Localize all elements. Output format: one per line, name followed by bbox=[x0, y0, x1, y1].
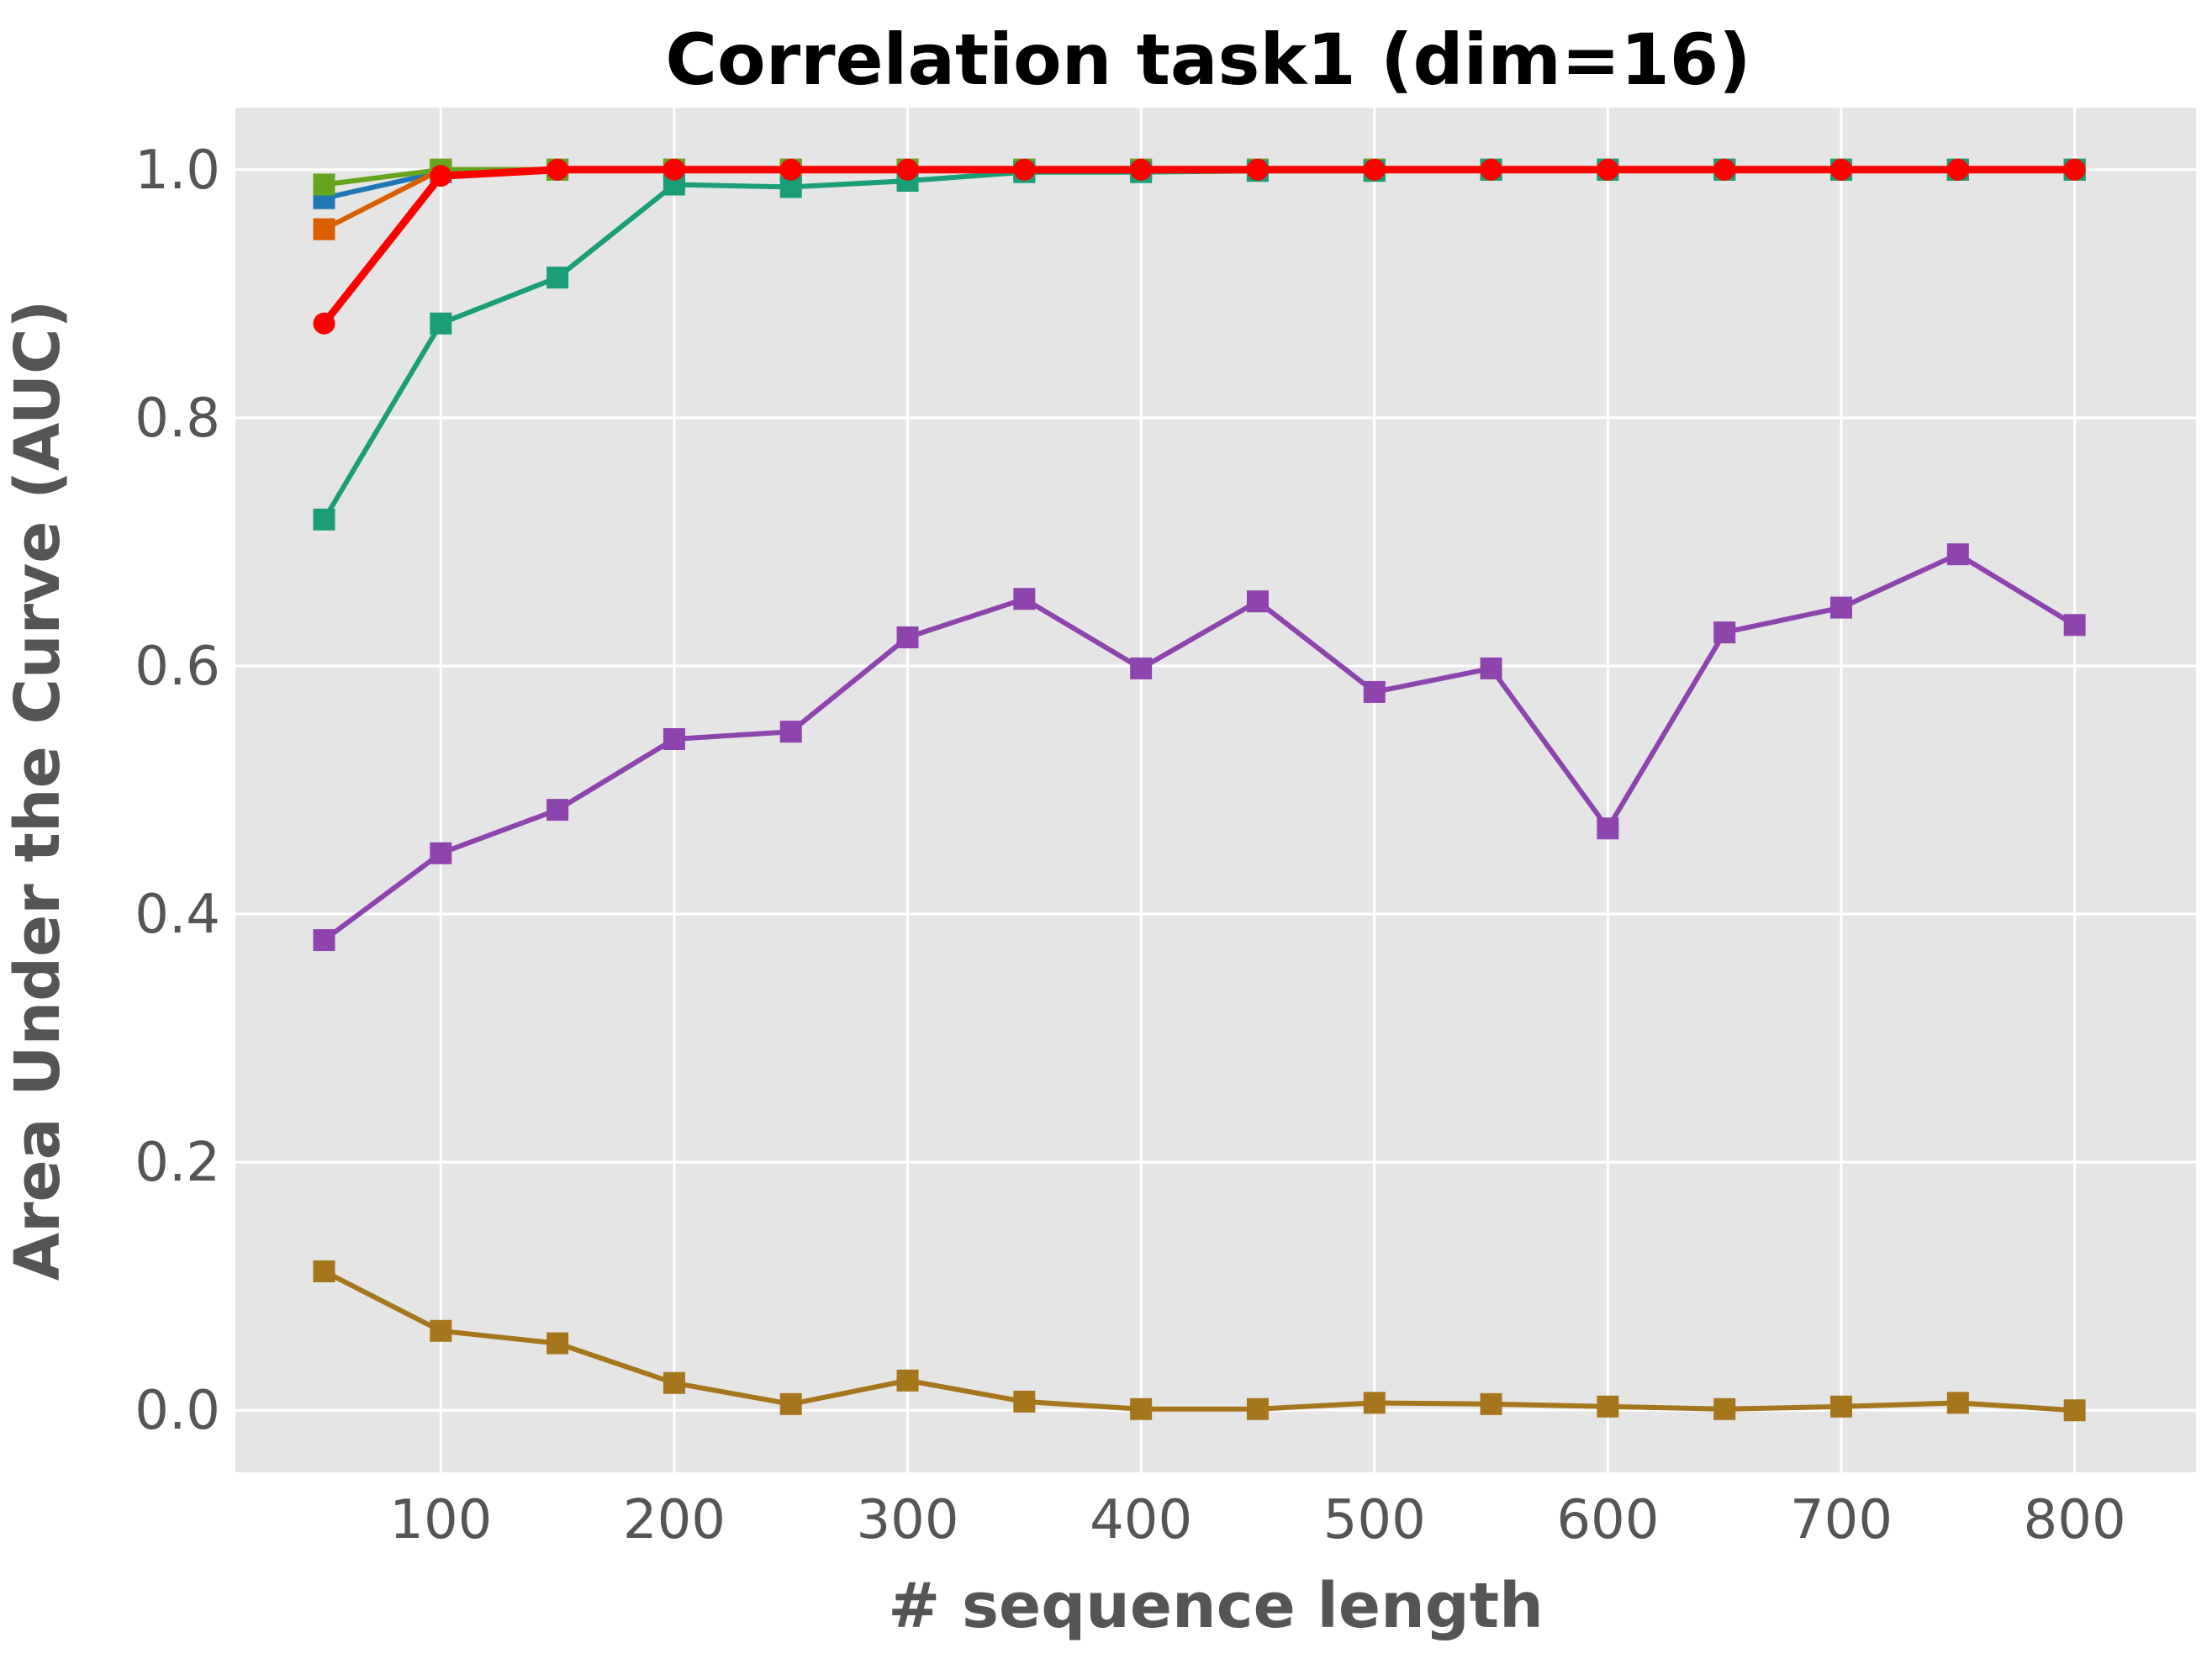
plot-area bbox=[235, 108, 2196, 1472]
data-point bbox=[1363, 1392, 1386, 1414]
data-point bbox=[430, 312, 452, 335]
data-point bbox=[779, 1392, 802, 1415]
x-tick-label: 800 bbox=[2024, 1489, 2126, 1551]
x-axis-label: # sequence length bbox=[888, 1570, 1544, 1642]
data-point bbox=[313, 1260, 335, 1282]
y-tick-label: 0.6 bbox=[135, 636, 220, 698]
data-point bbox=[313, 173, 335, 196]
y-tick-label: 1.0 bbox=[135, 140, 220, 202]
data-point bbox=[1013, 1390, 1036, 1413]
data-point bbox=[663, 158, 685, 181]
x-tick-label: 200 bbox=[623, 1489, 726, 1551]
data-point bbox=[430, 1319, 452, 1342]
data-point bbox=[313, 218, 335, 240]
data-point bbox=[2063, 614, 2086, 637]
data-point bbox=[1246, 590, 1269, 613]
chart-title: Correlation task1 (dim=16) bbox=[665, 18, 1750, 101]
series-5 bbox=[313, 543, 2086, 952]
data-point bbox=[1246, 158, 1269, 181]
data-point bbox=[1946, 158, 1969, 181]
data-point bbox=[430, 165, 452, 188]
data-point bbox=[779, 158, 802, 181]
data-point bbox=[1130, 1397, 1153, 1420]
data-point bbox=[1597, 1395, 1619, 1418]
series-line bbox=[323, 1269, 2075, 1413]
y-axis-label: Area Under the Curve (AUC) bbox=[2, 300, 74, 1281]
data-point bbox=[546, 1332, 569, 1355]
data-point bbox=[430, 842, 452, 864]
data-point bbox=[1830, 1395, 1853, 1418]
data-point bbox=[546, 799, 569, 822]
x-tick-label: 600 bbox=[1556, 1489, 1659, 1551]
data-point bbox=[1480, 657, 1502, 679]
data-point bbox=[1830, 158, 1853, 181]
data-point bbox=[546, 158, 569, 181]
data-point bbox=[779, 721, 802, 743]
data-point bbox=[313, 929, 335, 952]
data-point bbox=[1713, 158, 1736, 181]
data-point bbox=[663, 1371, 685, 1394]
data-point bbox=[313, 312, 335, 335]
data-point bbox=[1597, 158, 1619, 181]
y-tick-label: 0.2 bbox=[135, 1132, 220, 1194]
data-point bbox=[1363, 158, 1386, 181]
series-7 bbox=[313, 158, 2086, 335]
x-tick-label: 300 bbox=[856, 1489, 958, 1551]
series-line bbox=[322, 552, 2077, 943]
data-point bbox=[2063, 158, 2086, 181]
data-point bbox=[1013, 588, 1036, 610]
y-tick-label: 0.0 bbox=[135, 1380, 220, 1442]
data-point bbox=[1480, 158, 1502, 181]
x-tick-label: 700 bbox=[1790, 1489, 1893, 1551]
data-point bbox=[1480, 1392, 1502, 1415]
series-line bbox=[320, 166, 2075, 326]
data-point bbox=[1946, 543, 1969, 566]
data-point bbox=[546, 267, 569, 289]
data-point bbox=[1246, 1397, 1269, 1420]
x-tick-label: 100 bbox=[389, 1489, 492, 1551]
x-tick-label: 500 bbox=[1323, 1489, 1426, 1551]
data-point bbox=[896, 158, 919, 181]
data-point bbox=[1713, 1397, 1736, 1420]
series-6 bbox=[313, 1260, 2086, 1422]
data-point bbox=[1597, 817, 1619, 840]
data-point bbox=[663, 728, 685, 751]
tick-labels: 100 200 300 400 500 600 700 800 0.0 0.2 0.4 0.6 0.8 1… bbox=[135, 140, 2125, 1551]
data-point bbox=[1946, 1392, 1969, 1414]
data-point bbox=[1363, 680, 1386, 703]
data-point bbox=[1713, 621, 1736, 644]
data-point bbox=[2063, 1399, 2086, 1422]
data-point bbox=[1130, 158, 1153, 181]
x-tick-label: 400 bbox=[1090, 1489, 1192, 1551]
data-point bbox=[313, 508, 335, 531]
data-point bbox=[1013, 158, 1036, 181]
data-point bbox=[1830, 596, 1853, 619]
y-tick-label: 0.4 bbox=[135, 884, 220, 946]
data-point bbox=[896, 1369, 919, 1392]
data-point bbox=[1130, 657, 1153, 679]
y-tick-label: 0.8 bbox=[135, 388, 220, 450]
series-group bbox=[313, 158, 2086, 1422]
data-point bbox=[896, 626, 919, 649]
